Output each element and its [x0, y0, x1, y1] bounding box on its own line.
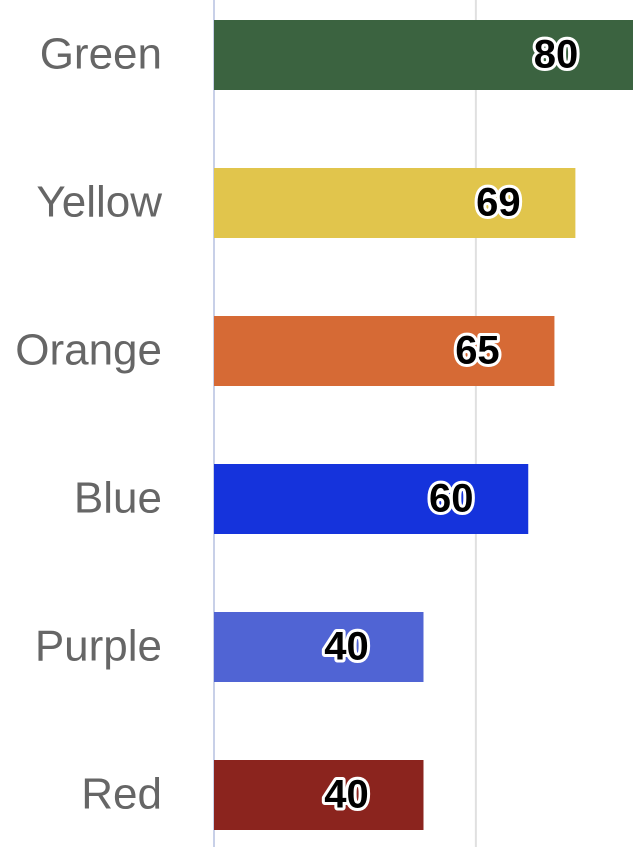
category-label: Purple	[35, 622, 162, 671]
bar	[214, 168, 576, 238]
value-label: 69	[476, 181, 521, 225]
bar	[214, 20, 633, 90]
value-label: 60	[429, 477, 474, 521]
bar	[214, 612, 424, 682]
value-label: 40	[324, 773, 369, 817]
value-label: 40	[324, 625, 369, 669]
value-label: 65	[455, 329, 500, 373]
category-label: Yellow	[36, 178, 162, 227]
category-label: Orange	[15, 326, 162, 375]
category-label: Blue	[74, 474, 162, 523]
value-label: 80	[534, 33, 579, 77]
category-label: Green	[40, 30, 162, 79]
bar	[214, 760, 424, 830]
category-label: Red	[81, 770, 162, 819]
bar	[214, 316, 555, 386]
bar	[214, 464, 529, 534]
